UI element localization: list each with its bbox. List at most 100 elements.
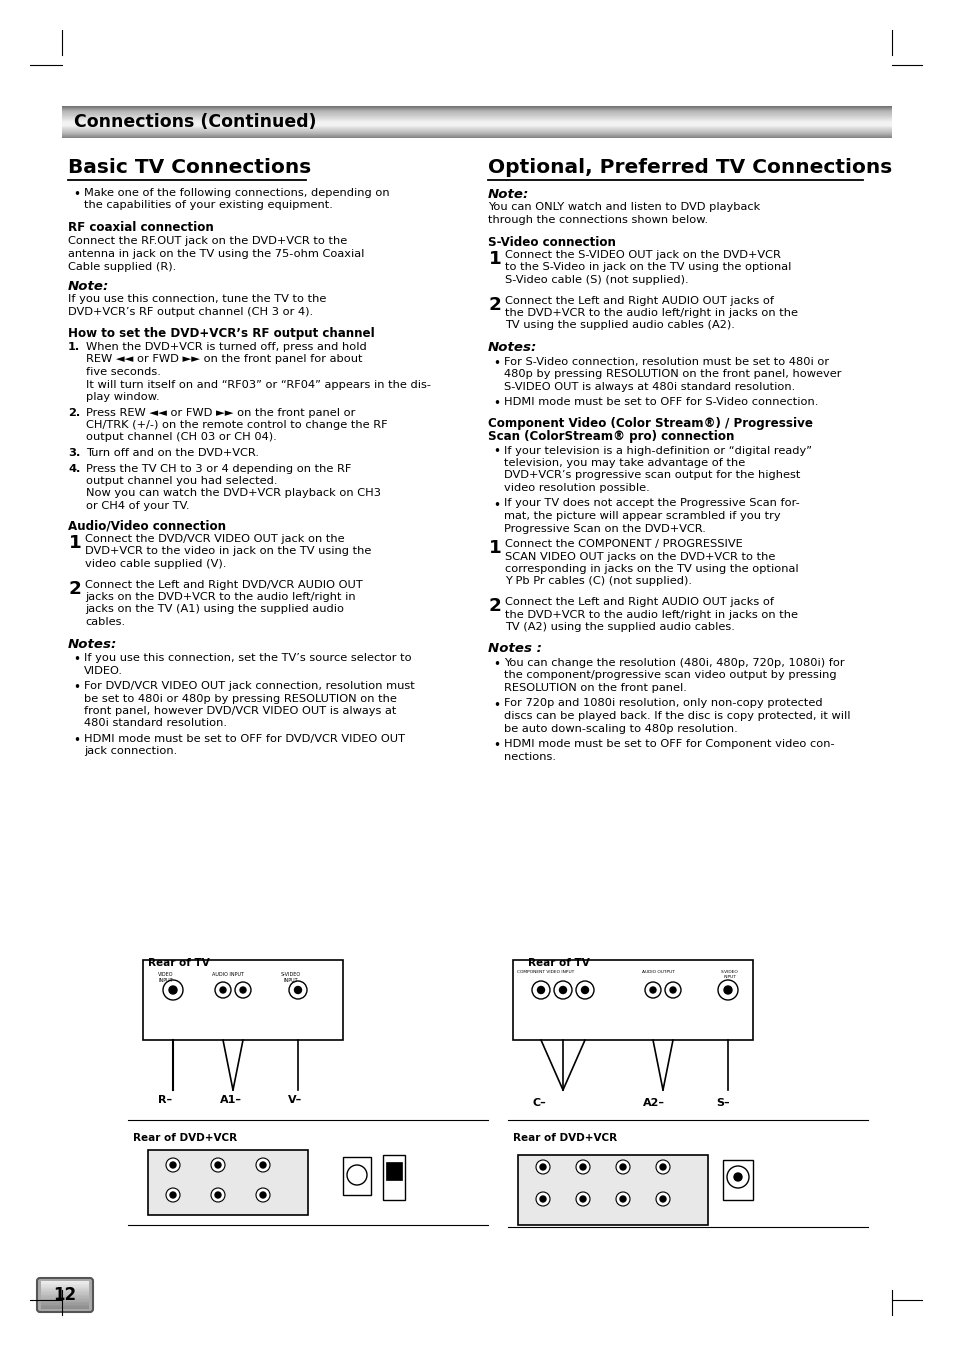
Text: through the connections shown below.: through the connections shown below.: [488, 215, 707, 226]
Bar: [41, 1294, 89, 1296]
Circle shape: [255, 1158, 270, 1173]
Bar: [41, 1292, 89, 1294]
Text: •: •: [493, 658, 499, 671]
Text: the DVD+VCR to the audio left/right in jacks on the: the DVD+VCR to the audio left/right in j…: [504, 308, 797, 317]
Text: 4.: 4.: [68, 463, 80, 473]
Circle shape: [255, 1188, 270, 1202]
Circle shape: [214, 1192, 221, 1198]
Text: If your TV does not accept the Progressive Scan for-: If your TV does not accept the Progressi…: [503, 499, 799, 508]
Bar: [41, 1289, 89, 1290]
Circle shape: [656, 1161, 669, 1174]
Text: RESOLUTION on the front panel.: RESOLUTION on the front panel.: [503, 684, 686, 693]
Text: •: •: [73, 653, 80, 666]
Text: Turn off and on the DVD+VCR.: Turn off and on the DVD+VCR.: [86, 449, 258, 458]
Text: AUDIO OUTPUT: AUDIO OUTPUT: [640, 970, 674, 974]
Text: 1: 1: [489, 539, 501, 557]
Circle shape: [234, 982, 251, 998]
Bar: [41, 1297, 89, 1298]
Bar: [41, 1288, 89, 1289]
Text: the component/progressive scan video output by pressing: the component/progressive scan video out…: [503, 670, 836, 681]
Bar: [41, 1290, 89, 1292]
Circle shape: [723, 986, 731, 994]
Text: video resolution possible.: video resolution possible.: [503, 484, 649, 493]
Text: mat, the picture will appear scrambled if you try: mat, the picture will appear scrambled i…: [503, 511, 780, 521]
Text: television, you may take advantage of the: television, you may take advantage of th…: [503, 458, 744, 467]
Text: VIDEO.: VIDEO.: [84, 666, 123, 676]
Bar: [148, 1150, 308, 1215]
Text: Now you can watch the DVD+VCR playback on CH3: Now you can watch the DVD+VCR playback o…: [86, 489, 380, 499]
Circle shape: [537, 986, 544, 993]
Circle shape: [170, 1192, 175, 1198]
Circle shape: [260, 1162, 266, 1169]
Text: TV using the supplied audio cables (A2).: TV using the supplied audio cables (A2).: [504, 320, 734, 331]
Text: DVD+VCR’s progressive scan output for the highest: DVD+VCR’s progressive scan output for th…: [503, 470, 800, 481]
Text: Note:: Note:: [488, 188, 529, 201]
Circle shape: [619, 1165, 625, 1170]
Text: •: •: [493, 446, 499, 458]
Bar: [382, 1155, 405, 1200]
Text: •: •: [73, 681, 80, 694]
Circle shape: [616, 1192, 629, 1206]
Text: Connect the Left and Right DVD/VCR AUDIO OUT: Connect the Left and Right DVD/VCR AUDIO…: [85, 580, 362, 589]
Text: •: •: [493, 739, 499, 753]
Text: Y Pb Pr cables (C) (not supplied).: Y Pb Pr cables (C) (not supplied).: [504, 577, 691, 586]
FancyBboxPatch shape: [37, 1278, 92, 1312]
Circle shape: [576, 1161, 589, 1174]
Circle shape: [536, 1192, 550, 1206]
Circle shape: [656, 1192, 669, 1206]
Text: Connect the COMPONENT / PROGRESSIVE: Connect the COMPONENT / PROGRESSIVE: [504, 539, 742, 549]
Circle shape: [169, 986, 177, 994]
Bar: [143, 961, 343, 1040]
Circle shape: [579, 1196, 585, 1202]
Text: the DVD+VCR to the audio left/right in jacks on the: the DVD+VCR to the audio left/right in j…: [504, 609, 797, 620]
Text: For 720p and 1080i resolution, only non-copy protected: For 720p and 1080i resolution, only non-…: [503, 698, 821, 708]
Bar: [41, 1305, 89, 1306]
Text: five seconds.: five seconds.: [86, 367, 161, 377]
Text: •: •: [73, 188, 80, 201]
Text: Optional, Preferred TV Connections: Optional, Preferred TV Connections: [488, 158, 891, 177]
Text: cables.: cables.: [85, 617, 125, 627]
Text: TV (A2) using the supplied audio cables.: TV (A2) using the supplied audio cables.: [504, 621, 734, 632]
Text: Basic TV Connections: Basic TV Connections: [68, 158, 311, 177]
Text: RF coaxial connection: RF coaxial connection: [68, 222, 213, 234]
Text: DVD+VCR to the video in jack on the TV using the: DVD+VCR to the video in jack on the TV u…: [85, 547, 371, 557]
Text: If you use this connection, tune the TV to the: If you use this connection, tune the TV …: [68, 295, 326, 304]
Text: output channel you had selected.: output channel you had selected.: [86, 476, 277, 486]
Text: COMPONENT VIDEO INPUT: COMPONENT VIDEO INPUT: [517, 970, 574, 974]
Circle shape: [644, 982, 660, 998]
Text: If your television is a high-definition or “digital ready”: If your television is a high-definition …: [503, 446, 811, 455]
Text: S-VIDEO
INPUT: S-VIDEO INPUT: [280, 971, 301, 982]
Circle shape: [558, 986, 566, 993]
Circle shape: [289, 981, 307, 998]
Text: jacks on the TV (A1) using the supplied audio: jacks on the TV (A1) using the supplied …: [85, 604, 344, 615]
Text: •: •: [493, 698, 499, 712]
Circle shape: [718, 979, 738, 1000]
Text: 3.: 3.: [68, 449, 80, 458]
Text: Connect the Left and Right AUDIO OUT jacks of: Connect the Left and Right AUDIO OUT jac…: [504, 597, 773, 607]
Circle shape: [214, 1162, 221, 1169]
Circle shape: [211, 1188, 225, 1202]
Text: •: •: [493, 357, 499, 370]
Text: S–: S–: [716, 1098, 729, 1108]
Text: For S-Video connection, resolution must be set to 480i or: For S-Video connection, resolution must …: [503, 357, 828, 366]
Text: 1: 1: [69, 534, 82, 553]
Circle shape: [166, 1158, 180, 1173]
Text: play window.: play window.: [86, 392, 159, 403]
Text: R–: R–: [158, 1096, 172, 1105]
Bar: [41, 1286, 89, 1288]
Text: Press REW ◄◄ or FWD ►► on the front panel or: Press REW ◄◄ or FWD ►► on the front pane…: [86, 408, 355, 417]
Text: Notes:: Notes:: [68, 638, 117, 650]
Bar: [722, 1161, 752, 1200]
Circle shape: [733, 1173, 741, 1181]
Text: S-Video connection: S-Video connection: [488, 235, 616, 249]
Text: the capabilities of your existing equipment.: the capabilities of your existing equipm…: [84, 200, 333, 211]
Bar: [41, 1283, 89, 1285]
Bar: [41, 1301, 89, 1302]
Circle shape: [669, 988, 676, 993]
Text: Connect the S-VIDEO OUT jack on the DVD+VCR: Connect the S-VIDEO OUT jack on the DVD+…: [504, 250, 781, 259]
Circle shape: [554, 981, 572, 998]
Text: Progressive Scan on the DVD+VCR.: Progressive Scan on the DVD+VCR.: [503, 523, 705, 534]
Text: Rear of TV: Rear of TV: [527, 958, 589, 969]
Circle shape: [536, 1161, 550, 1174]
Text: You can ONLY watch and listen to DVD playback: You can ONLY watch and listen to DVD pla…: [488, 203, 760, 212]
